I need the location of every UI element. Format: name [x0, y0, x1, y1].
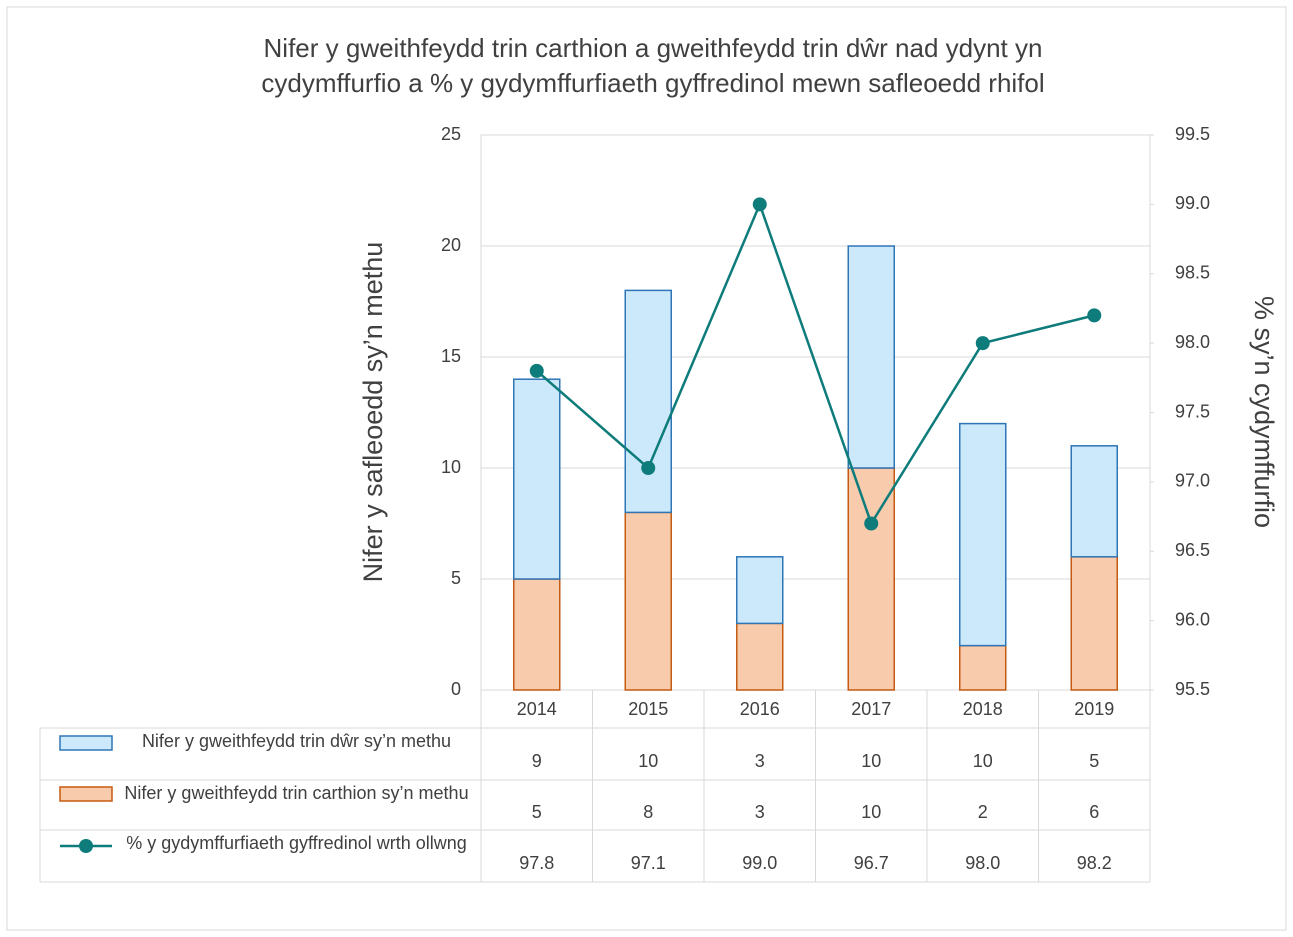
chart-title: Nifer y gweithfeydd trin carthion a gwei… — [264, 33, 1043, 63]
y2-tick-label: 97.5 — [1175, 401, 1210, 421]
table-value: 10 — [638, 751, 658, 771]
legend-label: Nifer y gweithfeydd trin carthion sy’n m… — [124, 783, 469, 803]
x-tick-label: 2019 — [1074, 699, 1114, 719]
table-value: 3 — [755, 802, 765, 822]
bar — [959, 644, 1007, 691]
table-value: 99.0 — [742, 853, 777, 873]
y-tick-label: 15 — [441, 346, 461, 366]
y2-tick-label: 98.0 — [1175, 332, 1210, 352]
line-marker — [641, 461, 656, 475]
table-value: 8 — [643, 802, 653, 822]
table-value: 97.8 — [519, 853, 554, 873]
bar — [847, 467, 895, 691]
y2-tick-label: 99.5 — [1175, 124, 1210, 144]
table-value: 9 — [532, 751, 542, 771]
table-value: 98.2 — [1077, 853, 1112, 873]
y2-tick-label: 96.0 — [1175, 609, 1210, 629]
line-marker — [529, 363, 544, 378]
y2-axis-label: % sy’n cydymffurfio — [1249, 296, 1279, 528]
table-value: 5 — [532, 802, 542, 822]
y-axis-label: Nifer y safleoedd sy’n methu — [358, 242, 388, 583]
y-tick-label: 5 — [451, 568, 461, 588]
y2-tick-label: 97.0 — [1175, 471, 1210, 491]
line-marker — [752, 197, 767, 212]
y-tick-label: 10 — [441, 457, 461, 477]
y2-tick-label: 98.5 — [1175, 263, 1210, 283]
y-tick-label: 20 — [441, 235, 461, 255]
bar — [513, 378, 561, 580]
bar — [847, 245, 895, 469]
table-value: 10 — [861, 802, 881, 822]
line — [535, 200, 1095, 527]
table-value: 6 — [1089, 802, 1099, 822]
chart-title: cydymffurfio a % y gydymffurfiaeth gyffr… — [261, 68, 1044, 98]
table-value: 5 — [1089, 751, 1099, 771]
table-value: 98.0 — [965, 853, 1000, 873]
table-value: 3 — [755, 751, 765, 771]
legend-key — [59, 735, 113, 751]
bar — [736, 622, 784, 691]
legend-key — [59, 786, 113, 802]
table-value: 2 — [978, 802, 988, 822]
x-tick-label: 2017 — [851, 699, 891, 719]
y2-tick-label: 99.0 — [1175, 193, 1210, 213]
bar — [513, 578, 561, 691]
bar — [959, 422, 1007, 647]
line-marker — [975, 336, 990, 351]
bar — [1070, 556, 1118, 691]
bar — [624, 289, 672, 514]
legend-label: Nifer y gweithfeydd trin dŵr sy’n methu — [141, 731, 452, 751]
x-tick-label: 2014 — [517, 699, 557, 719]
legend-key — [79, 839, 93, 853]
table-value: 10 — [861, 751, 881, 771]
x-tick-label: 2016 — [740, 699, 780, 719]
x-tick-label: 2015 — [628, 699, 668, 719]
y-tick-label: 0 — [451, 679, 461, 699]
y2-tick-label: 95.5 — [1175, 679, 1210, 699]
x-tick-label: 2018 — [963, 699, 1003, 719]
bar — [1070, 445, 1118, 558]
y-tick-label: 25 — [441, 124, 461, 144]
bar — [624, 511, 672, 691]
line-marker — [1087, 308, 1102, 323]
table-value: 10 — [973, 751, 993, 771]
bar — [736, 556, 784, 625]
y2-tick-label: 96.5 — [1175, 540, 1210, 560]
table-value: 96.7 — [854, 853, 889, 873]
table-value: 97.1 — [631, 853, 666, 873]
chart-border — [6, 6, 1287, 931]
legend-label: % y gydymffurfiaeth gyffredinol wrth oll… — [126, 833, 467, 853]
line-marker — [864, 516, 879, 531]
